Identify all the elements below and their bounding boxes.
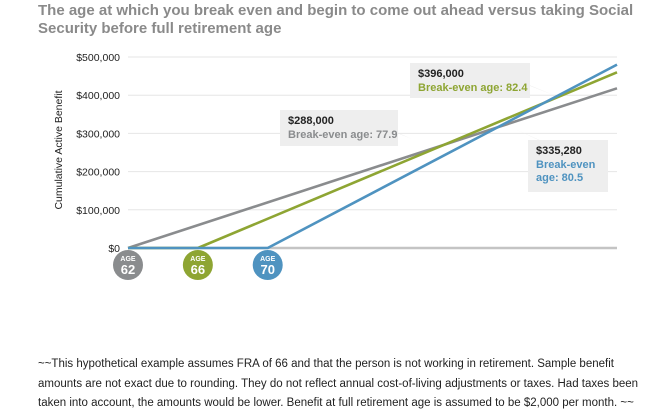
y-tick-label: $0	[108, 243, 120, 255]
callout-box	[410, 63, 530, 98]
age-badge-circle	[113, 250, 143, 280]
callout-break-even-label: age: 80.5	[536, 172, 583, 184]
y-tick-label: $500,000	[76, 52, 120, 64]
age-badge-caption: AGE	[190, 256, 206, 263]
callout-break-even-label: Break-even age: 77.9	[288, 129, 397, 141]
age-badge-caption: AGE	[260, 256, 276, 263]
callout-amount: $288,000	[288, 115, 334, 127]
callout-break-even-label: Break-even age: 82.4	[418, 82, 528, 94]
break-even-callout: $396,000 Break-even age: 82.4	[410, 63, 556, 98]
age-badge-circle	[252, 250, 283, 280]
callout-box	[280, 110, 398, 146]
break-even-callout: $288,000 Break-even age: 77.9	[280, 110, 412, 146]
y-tick-label: $300,000	[76, 128, 120, 140]
y-axis-title: Cumulative Active Benefit	[53, 90, 65, 209]
series-line-age-70	[128, 63, 618, 250]
age-badge-circle	[182, 250, 213, 280]
callout-amount: $396,000	[418, 68, 464, 80]
age-badge-caption: AGE	[120, 256, 136, 263]
chart-title: The age at which you break even and begi…	[38, 2, 634, 37]
footnote: ~~This hypothetical example assumes FRA …	[38, 358, 639, 409]
break-even-chart: $0 $100,000 $200,000 $300,000 $400,000 $500,0…	[53, 52, 618, 280]
age-badge-number: 70	[260, 262, 274, 277]
callout-break-even-label: Break-even	[536, 159, 596, 171]
callout-box	[528, 140, 608, 192]
age-badge-number: 66	[191, 262, 205, 277]
y-tick-label: $200,000	[76, 167, 120, 179]
callout-amount: $335,280	[536, 145, 582, 157]
age-badge-number: 62	[121, 262, 135, 277]
y-tick-label: $100,000	[76, 205, 120, 217]
y-tick-label: $400,000	[76, 90, 120, 102]
series-line-age-62	[127, 87, 618, 250]
